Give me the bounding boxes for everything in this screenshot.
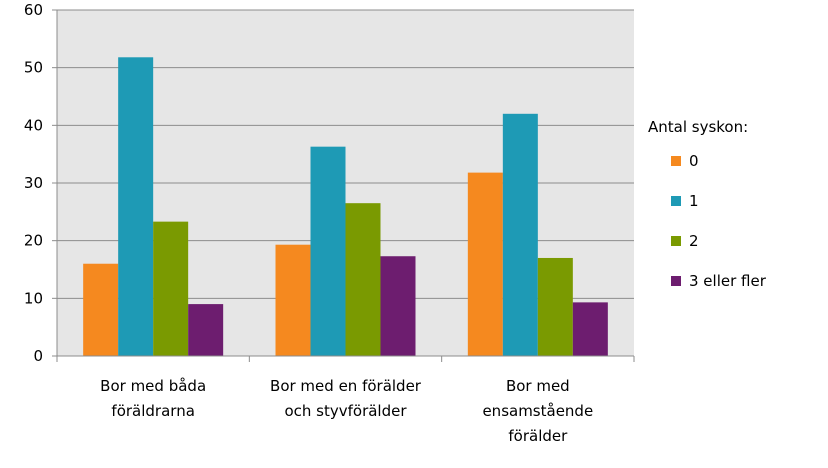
bar-series-3-eller-fler [188, 304, 224, 356]
y-tick-labels: 0 10 20 30 40 50 60 [24, 1, 43, 365]
bar-series-1 [310, 146, 346, 356]
y-tick-label: 10 [24, 289, 43, 307]
legend-title: Antal syskon: [648, 118, 748, 136]
bar-series-3-eller-fler [380, 256, 416, 356]
bar-series-2 [153, 221, 189, 356]
bar-series-2 [345, 203, 381, 356]
category-label: Bor med en förälder och styvförälder [270, 377, 422, 420]
legend-swatch [671, 236, 681, 246]
legend-label: 1 [689, 192, 699, 210]
legend-label: 2 [689, 232, 699, 250]
y-tick-label: 0 [33, 347, 43, 365]
legend-label: 0 [689, 152, 699, 170]
category-labels: Bor med båda föräldrarna Bor med en föräld… [100, 377, 593, 445]
category-label: Bor med båda föräldrarna [100, 377, 206, 420]
bar-series-0 [467, 172, 503, 356]
bar-series-0 [83, 263, 119, 356]
y-tick-label: 50 [24, 59, 43, 77]
bar-series-3-eller-fler [572, 302, 608, 356]
legend: Antal syskon: 0 1 2 3 eller fler [648, 118, 767, 290]
legend-swatch [671, 196, 681, 206]
y-tick-label: 30 [24, 174, 43, 192]
bar-series-2 [537, 257, 573, 356]
y-tick-label: 40 [24, 116, 43, 134]
bar-series-0 [275, 244, 311, 356]
axes [52, 9, 635, 362]
bars [83, 57, 608, 356]
bar-series-1 [502, 113, 538, 356]
y-tick-label: 20 [24, 232, 43, 250]
legend-swatch [671, 156, 681, 166]
y-tick-label: 60 [24, 1, 43, 19]
category-label: Bor med ensamstående förälder [482, 377, 593, 445]
legend-swatch [671, 276, 681, 286]
legend-label: 3 eller fler [689, 272, 767, 290]
bar-series-1 [118, 57, 154, 356]
